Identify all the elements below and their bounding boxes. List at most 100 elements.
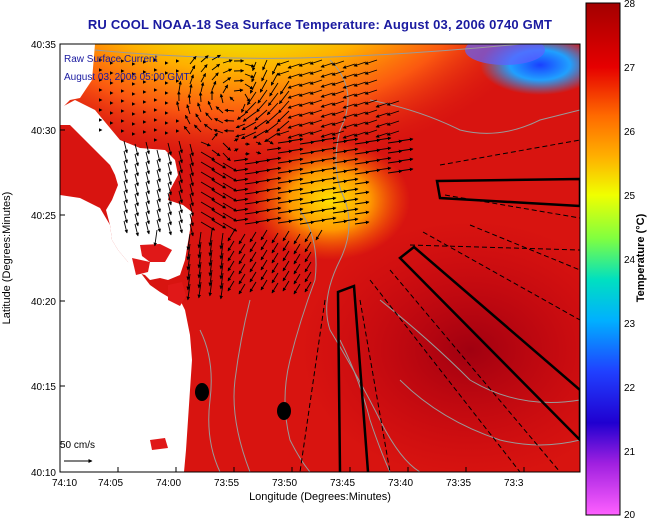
- current-vector: [197, 231, 202, 249]
- current-vector: [309, 69, 323, 75]
- current-vector: [251, 71, 257, 83]
- current-vector: [298, 81, 312, 87]
- current-vector: [238, 283, 246, 295]
- current-vector: [271, 252, 279, 264]
- sst-warm-patch: [250, 140, 410, 260]
- x-tick-label: 73:35: [446, 478, 471, 489]
- current-vector: [123, 210, 128, 224]
- current-vector: [376, 146, 392, 151]
- current-vector: [233, 167, 249, 172]
- current-vector: [156, 219, 161, 233]
- current-vector: [266, 186, 282, 191]
- current-vector: [364, 59, 378, 65]
- current-vector: [249, 251, 257, 263]
- current-vector: [375, 122, 389, 128]
- current-vector: [331, 120, 345, 126]
- current-vector: [200, 73, 206, 83]
- current-vector: [145, 201, 150, 215]
- current-vector: [178, 80, 182, 92]
- current-vector: [304, 261, 312, 273]
- current-vector: [364, 69, 378, 75]
- y-axis-label: Latitude (Degrees:Minutes): [1, 192, 13, 325]
- current-vector: [208, 249, 213, 267]
- current-vector: [222, 172, 238, 182]
- current-vector: [211, 219, 227, 229]
- current-vector: [167, 182, 172, 196]
- current-vector: [398, 157, 414, 162]
- current-vector: [293, 273, 301, 285]
- current-vector: [321, 196, 337, 201]
- current-vector: [167, 152, 172, 166]
- x-tick-label: 73:50: [272, 478, 297, 489]
- current-vector: [260, 269, 268, 281]
- current-vector: [386, 100, 400, 106]
- current-vector: [189, 74, 194, 85]
- current-vector: [342, 73, 356, 79]
- current-vector: [222, 182, 238, 192]
- current-vector: [354, 200, 370, 205]
- current-vector: [321, 176, 337, 181]
- current-vector: [222, 212, 238, 222]
- current-vector: [193, 124, 202, 133]
- current-vector: [298, 121, 312, 127]
- y-tick-label: 40:35: [31, 40, 56, 51]
- current-vector: [249, 241, 257, 253]
- current-vector: [145, 171, 150, 185]
- x-tick-labels: 74:10 74:05 74:00 73:55 73:50 73:45 73:4…: [52, 478, 524, 489]
- current-vector: [189, 65, 196, 75]
- current-vector: [257, 89, 268, 104]
- current-vector: [353, 91, 367, 97]
- current-vector: [211, 209, 227, 219]
- current-vector: [178, 180, 183, 194]
- current-vector: [249, 281, 257, 293]
- current-vector: [167, 222, 172, 236]
- traffic-separation-lines: [299, 139, 580, 472]
- current-vector: [266, 206, 282, 211]
- current-vector: [375, 132, 389, 138]
- current-vector: [266, 102, 279, 116]
- current-vector: [211, 159, 227, 169]
- current-vector: [214, 118, 224, 124]
- current-vector: [167, 142, 172, 156]
- current-vector: [134, 203, 139, 217]
- current-vector: [123, 150, 128, 164]
- current-vector: [343, 187, 359, 192]
- current-vector: [282, 250, 290, 262]
- current-vector: [145, 191, 150, 205]
- current-vector: [260, 259, 268, 271]
- current-vector: [287, 123, 301, 129]
- current-vector: [266, 139, 274, 145]
- current-vector: [222, 202, 238, 212]
- current-vector: [219, 93, 224, 104]
- current-vector: [287, 63, 301, 69]
- current-vector: [222, 192, 238, 202]
- current-vector: [227, 280, 235, 292]
- y-tick-label: 40:15: [31, 382, 56, 393]
- current-vector: [200, 221, 216, 231]
- current-vector: [187, 93, 192, 105]
- current-vector: [244, 63, 255, 68]
- current-vector: [321, 216, 337, 221]
- current-vector: [200, 181, 216, 191]
- current-vector: [287, 83, 301, 89]
- current-vector: [203, 123, 213, 131]
- current-vector: [227, 250, 235, 262]
- current-vector: [343, 197, 359, 202]
- current-vector: [255, 150, 262, 155]
- current-vector: [238, 273, 246, 285]
- y-tick-label: 40:10: [31, 468, 56, 479]
- colorbar-label: Temperature (°C): [635, 213, 647, 302]
- current-vector: [134, 223, 139, 237]
- current-vector: [353, 61, 367, 67]
- current-vector: [271, 262, 279, 274]
- current-vector: [331, 60, 345, 66]
- current-vector: [235, 133, 246, 138]
- current-vector: [200, 151, 216, 161]
- current-vector: [343, 207, 359, 212]
- colorbar-tick: 25: [624, 191, 636, 202]
- current-vector: [261, 69, 268, 82]
- current-vector: [288, 157, 304, 162]
- current-vector: [178, 160, 183, 174]
- current-vector: [178, 200, 183, 214]
- current-vector: [353, 81, 367, 87]
